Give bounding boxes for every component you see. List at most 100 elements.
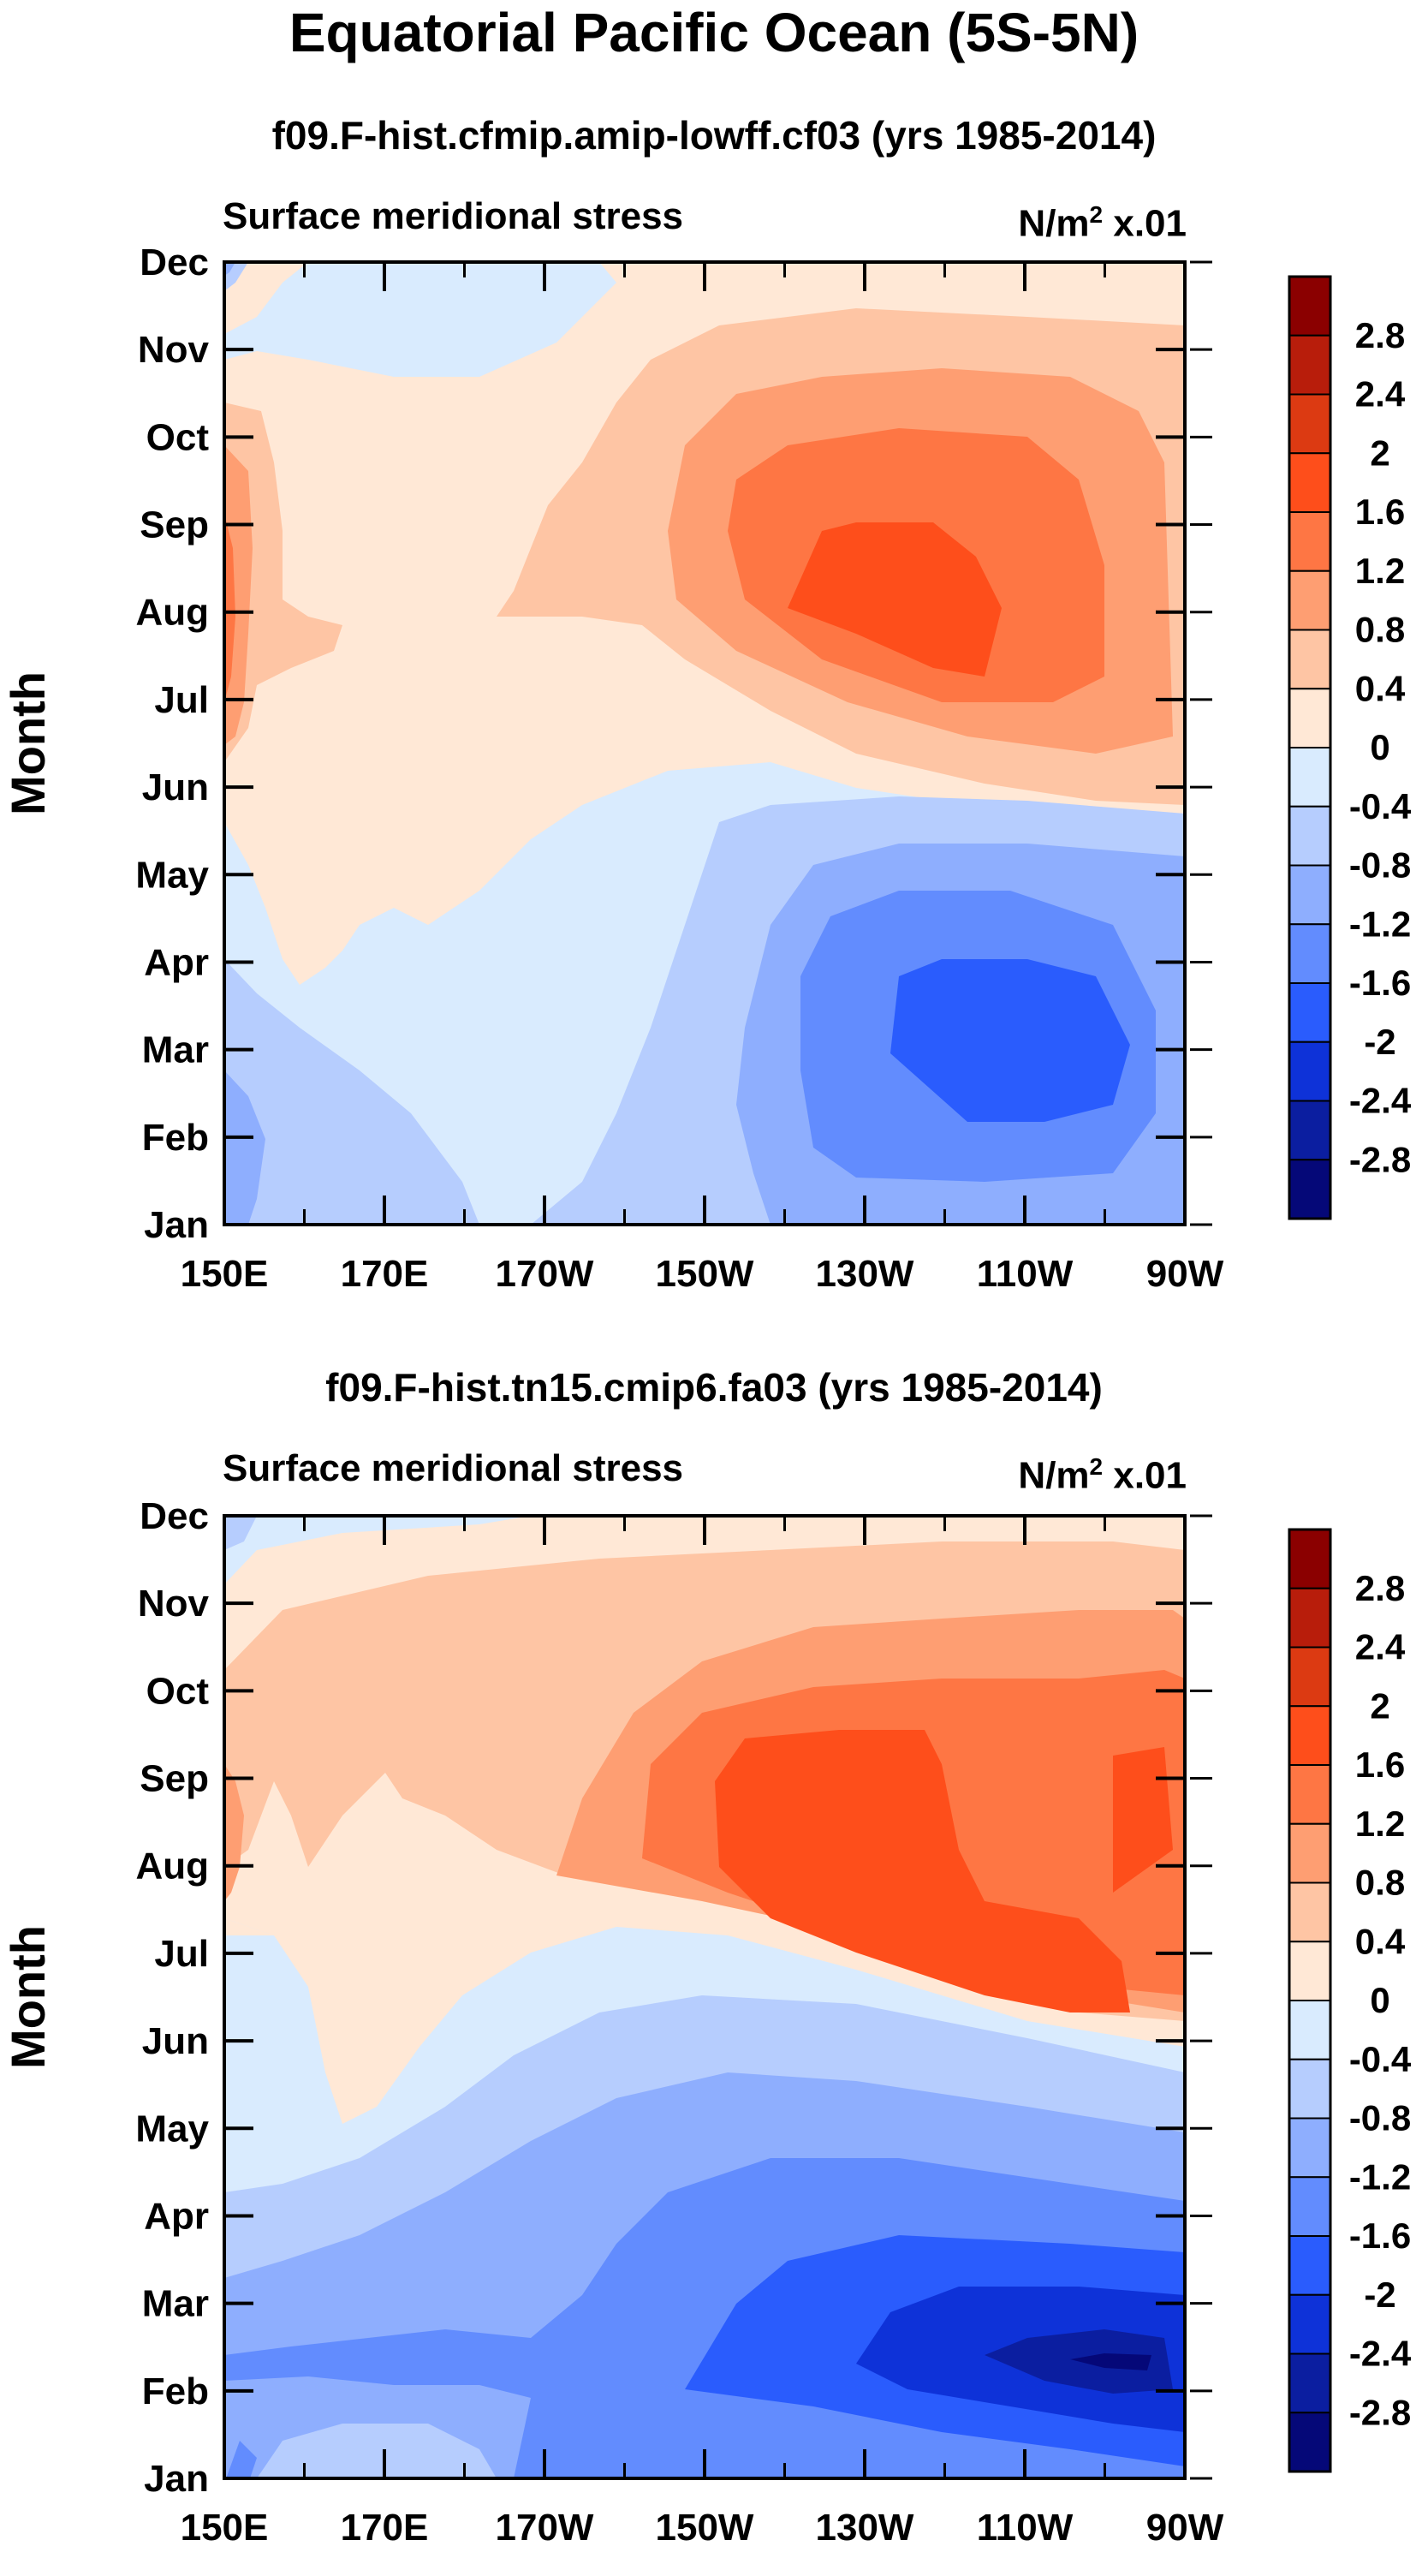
- colorbar-label: 2.8: [1355, 1568, 1405, 1608]
- contour-level-0.4: [224, 402, 342, 762]
- y-tick-label: Feb: [142, 2370, 209, 2412]
- panel-1-title: f09.F-hist.cfmip.amip-lowff.cf03 (yrs 19…: [271, 113, 1157, 158]
- contour-level-neg-2.8: [1070, 2353, 1151, 2370]
- colorbar-swatch: [1288, 511, 1331, 572]
- x-tick-label: 130W: [816, 1253, 914, 1295]
- contour-level-0: [224, 262, 308, 334]
- colorbar-swatch: [1288, 805, 1331, 867]
- colorbar-swatch: [1288, 1587, 1331, 1649]
- y-tick-label: Dec: [140, 1495, 209, 1537]
- y-tick-label: Jan: [144, 1204, 209, 1246]
- colorbar-swatch: [1288, 452, 1331, 513]
- panel-1-units-label: N/m2 x.01: [1018, 201, 1187, 245]
- colorbar-label: 2.4: [1355, 1627, 1406, 1667]
- y-tick-label: Aug: [135, 1846, 209, 1887]
- colorbar-swatch: [1288, 1764, 1331, 1825]
- colorbar-swatch: [1288, 2000, 1331, 2060]
- y-tick-label: Feb: [142, 1117, 209, 1159]
- colorbar-label: -0.8: [1349, 2098, 1411, 2138]
- y-tick-label: Jun: [142, 766, 209, 808]
- y-tick-label: May: [135, 2108, 209, 2150]
- contour-fills: [224, 262, 1185, 1225]
- contour-level-neg-1.6: [890, 959, 1130, 1122]
- colorbar-swatch: [1288, 688, 1331, 748]
- colorbar-label: -0.4: [1349, 2039, 1412, 2079]
- y-tick-label: Oct: [146, 416, 210, 458]
- contour-level-neg-0.4: [257, 2424, 497, 2478]
- contour-level-1.2: [224, 514, 235, 702]
- colorbar-label: 1.2: [1355, 1804, 1405, 1844]
- colorbar-label: 0: [1370, 727, 1389, 767]
- y-tick-label: Nov: [138, 1583, 210, 1625]
- panel-1-contour-plot: Dec Nov Oct Sep Aug Jul Jun May Apr Mar Feb Jan 150E…: [1, 242, 1224, 1295]
- y-tick-label: May: [135, 854, 209, 896]
- colorbar-swatch: [1288, 1941, 1331, 2001]
- colorbar-label: 2: [1370, 432, 1389, 473]
- y-tick-label: Nov: [138, 329, 210, 371]
- colorbar-swatch: [1288, 2117, 1331, 2179]
- colorbar-swatch: [1288, 1529, 1331, 1589]
- colorbar-label: 2.4: [1355, 374, 1406, 414]
- y-tick-label: Jan: [144, 2458, 209, 2500]
- colorbar-swatch: [1288, 1705, 1331, 1766]
- panel-2-variable-label: Surface meridional stress: [223, 1447, 684, 1489]
- x-tick-label: 170W: [496, 1253, 594, 1295]
- colorbar-label: 0.8: [1355, 610, 1405, 650]
- y-axis-label: Month: [1, 1925, 55, 2069]
- x-tick-label: 150E: [181, 2507, 269, 2549]
- x-tick-label: 150E: [181, 1253, 269, 1295]
- y-tick-label: Mar: [142, 1029, 209, 1071]
- colorbar-label: 0: [1370, 1980, 1389, 2020]
- contour-level-neg-0.4: [224, 1516, 257, 1550]
- colorbar-swatch: [1288, 1159, 1331, 1219]
- y-axis-label: Month: [1, 671, 55, 815]
- y-tick-label: Jul: [154, 1933, 209, 1975]
- colorbar-label: 0.4: [1355, 668, 1406, 708]
- y-tick-label: Oct: [146, 1670, 210, 1712]
- contour-level-1.6: [715, 1730, 1130, 2012]
- colorbar-swatch: [1288, 1881, 1331, 1943]
- contour-level-neg-0.8: [224, 262, 235, 276]
- panel-2-units-label: N/m2 x.01: [1018, 1453, 1187, 1497]
- colorbar-swatch: [1288, 334, 1331, 396]
- colorbar-swatch: [1288, 923, 1331, 984]
- colorbar-label: -1.6: [1349, 2215, 1411, 2256]
- y-tick-label: Jul: [154, 679, 209, 721]
- colorbar-swatch: [1288, 1041, 1331, 1102]
- contour-fills: [224, 1516, 1185, 2478]
- colorbar-label: -2.4: [1349, 1081, 1412, 1121]
- colorbar-label: 2.8: [1355, 315, 1405, 355]
- colorbar-label: 1.6: [1355, 492, 1405, 532]
- colorbar-swatch: [1288, 864, 1331, 926]
- colorbar-swatch: [1288, 629, 1331, 690]
- colorbar-swatch: [1288, 2235, 1331, 2296]
- colorbar-label: -2.8: [1349, 2392, 1411, 2432]
- y-tick-label: Apr: [144, 941, 209, 983]
- colorbar-swatch: [1288, 982, 1331, 1043]
- colorbar-label: 1.6: [1355, 1744, 1405, 1785]
- figure-title: Equatorial Pacific Ocean (5S-5N): [289, 2, 1139, 63]
- x-tick-label: 110W: [977, 1253, 1074, 1295]
- colorbar-frame: [1288, 1528, 1332, 2473]
- panel-1-colorbar: 2.8 2.4 2 1.6 1.2 0.8 0.4 0 -0.4 -0.8 -1.2 -1.6 -2 -2…: [1288, 275, 1412, 1220]
- panel-2-title: f09.F-hist.tn15.cmip6.fa03 (yrs 1985-201…: [325, 1365, 1103, 1410]
- colorbar-label: 0.8: [1355, 1863, 1405, 1903]
- contour-level-1.6: [788, 522, 1002, 677]
- colorbar-label: -2: [1364, 2275, 1395, 2315]
- colorbar-swatch: [1288, 2412, 1331, 2472]
- panel-2-contour-plot: Dec Nov Oct Sep Aug Jul Jun May Apr Mar Feb Jan 150E…: [1, 1495, 1224, 2549]
- colorbar-swatch: [1288, 1100, 1331, 1161]
- panel-1-variable-label: Surface meridional stress: [223, 195, 684, 237]
- colorbar-label: -0.4: [1349, 786, 1412, 826]
- y-tick-label: Sep: [140, 504, 209, 546]
- colorbar-frame: [1288, 275, 1332, 1220]
- contour-level-neg-0.8: [224, 1070, 265, 1225]
- x-tick-label: 90W: [1146, 2507, 1224, 2549]
- colorbar-label: 1.2: [1355, 551, 1405, 591]
- y-tick-label: Dec: [140, 242, 209, 283]
- x-tick-label: 110W: [977, 2507, 1074, 2549]
- colorbar-swatch: [1288, 569, 1331, 631]
- colorbar-swatch: [1288, 2176, 1331, 2237]
- x-tick-label: 150W: [656, 2507, 754, 2549]
- contour-level-neg-1.2: [226, 2441, 257, 2478]
